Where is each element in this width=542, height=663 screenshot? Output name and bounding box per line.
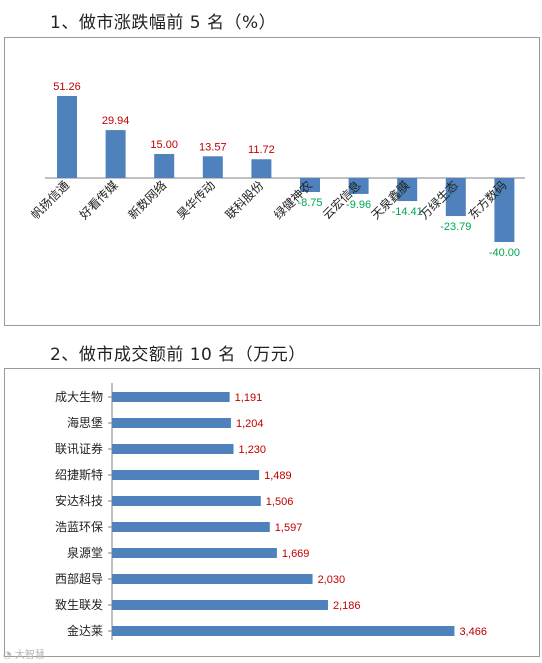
chart1-bar (348, 178, 369, 194)
chart2-category-label: 浩蓝环保 (55, 520, 103, 534)
chart1-data-label: 11.72 (248, 144, 275, 156)
chart1-data-label: 29.94 (102, 115, 130, 127)
chart1-category-label: 联科股份 (223, 178, 267, 222)
chart1-data-label: -14.41 (392, 206, 423, 218)
chart1-category-label: 新数网络 (125, 178, 170, 223)
chart2-bar (112, 574, 313, 584)
watermark-icon: ◔ (3, 650, 12, 661)
chart2-frame: 成大生物 1,191 海思堡 1,204 联讯证券 1,230 绍捷斯特 1,489 安达科技 1… (4, 368, 540, 657)
chart1-category-label: 昊华传动 (173, 178, 218, 223)
chart2-data-label: 2,030 (318, 574, 346, 586)
chart2-data-label: 2,186 (333, 600, 361, 612)
chart2-bar (112, 522, 270, 532)
chart1-frame: 51.26 帆扬信通 29.94 好看传媒 15.00 新数网络 13.57 昊华传动 11.7… (4, 37, 540, 326)
chart1-bar (57, 95, 77, 178)
chart2-bar (112, 548, 277, 558)
chart2-data-label: 3,466 (459, 626, 487, 638)
chart2-bar (112, 444, 234, 454)
chart2-bar (112, 418, 231, 428)
chart1-bar (397, 178, 418, 202)
chart2-data-label: 1,204 (236, 418, 264, 430)
chart2-data-label: 1,489 (264, 470, 292, 482)
chart1-data-label: -9.96 (346, 199, 371, 211)
chart2-category-label: 西部超导 (55, 571, 103, 586)
chart2-title: 2、做市成交额前 10 名（万元） (50, 345, 306, 365)
chart1-bar (105, 130, 126, 178)
chart2-category-label: 成大生物 (55, 390, 103, 404)
chart2-category-label: 联讯证券 (55, 441, 103, 456)
chart1-data-label: 51.26 (53, 81, 81, 93)
chart1-svg: 51.26 帆扬信通 29.94 好看传媒 15.00 新数网络 13.57 昊华传动 11.7… (28, 81, 525, 259)
chart2-data-label: 1,191 (235, 392, 263, 404)
chart2-category-label: 金达莱 (67, 623, 103, 638)
chart1-bar (251, 159, 272, 178)
chart1-title: 1、做市涨跌幅前 5 名（%） (50, 13, 277, 33)
chart1-bar (154, 154, 175, 178)
chart2-bar (112, 626, 455, 636)
chart2-category-label: 泉源堂 (67, 546, 103, 560)
chart2-category-label: 致生联发 (55, 597, 103, 612)
chart1-bar (494, 178, 515, 242)
chart2-bar (112, 392, 230, 402)
chart2-bar (112, 496, 261, 506)
chart2-bar (112, 600, 328, 610)
chart2-category-label: 安达科技 (55, 493, 103, 508)
chart1-data-label: -40.00 (489, 247, 520, 259)
chart2-data-label: 1,669 (282, 548, 310, 560)
chart2-data-label: 1,230 (239, 444, 267, 456)
chart1-category-label: 帆扬信通 (28, 178, 73, 223)
watermark-logo: ◔ 大智慧 (3, 646, 45, 661)
chart2-category-label: 绍捷斯特 (55, 467, 103, 482)
chart2-data-label: 1,506 (266, 496, 294, 508)
chart1-bar (445, 178, 466, 217)
chart1-data-label: -8.75 (297, 197, 322, 209)
chart1-data-label: -23.79 (440, 221, 471, 233)
chart1-bar (300, 178, 320, 192)
chart1-data-label: 13.57 (199, 141, 227, 153)
watermark-text: 大智慧 (14, 650, 45, 661)
chart2-bar (112, 470, 260, 480)
chart2-data-label: 1,597 (275, 522, 303, 534)
chart2-svg: 成大生物 1,191 海思堡 1,204 联讯证券 1,230 绍捷斯特 1,489 安达科技 1… (55, 383, 487, 640)
chart1-data-label: 15.00 (150, 139, 178, 151)
chart1-bar (202, 156, 223, 178)
chart1-category-label: 好看传媒 (76, 178, 121, 223)
chart2-category-label: 海思堡 (67, 415, 103, 430)
